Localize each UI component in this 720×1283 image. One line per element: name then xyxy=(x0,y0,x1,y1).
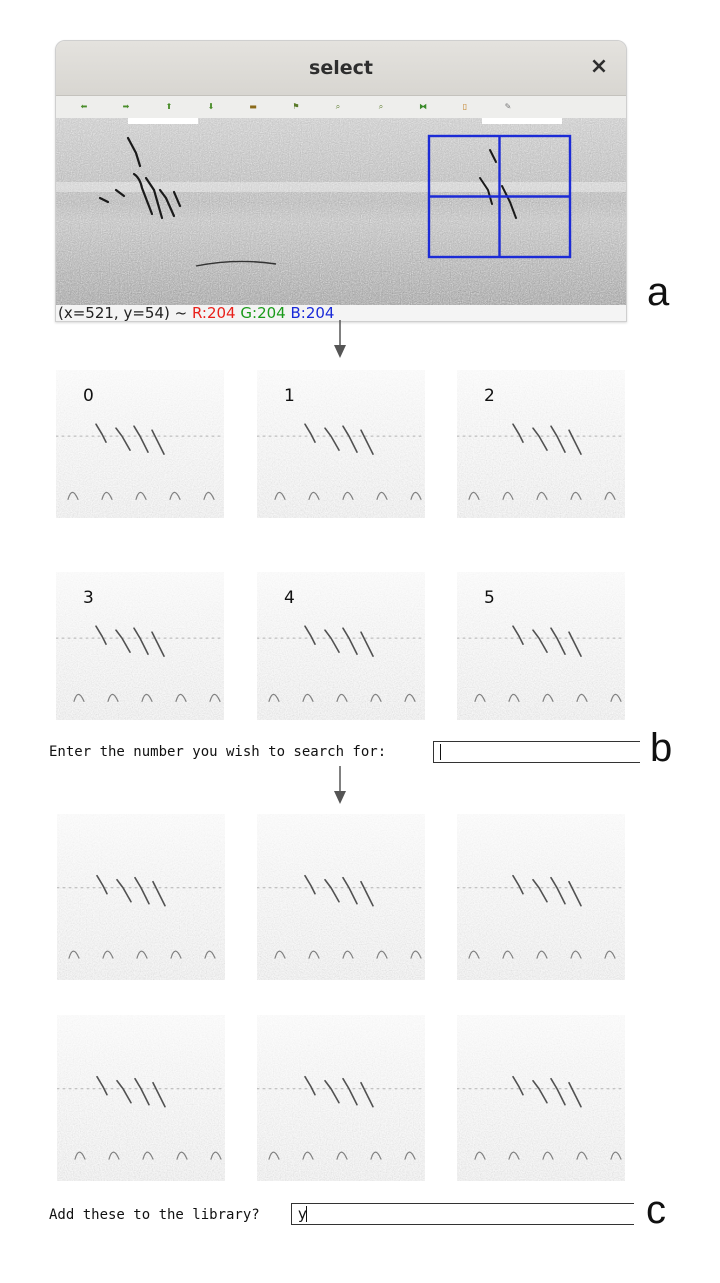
window-titlebar[interactable]: select × xyxy=(56,41,626,96)
library-answer-input[interactable]: y xyxy=(291,1203,634,1225)
result-thumb xyxy=(457,814,625,980)
window-title: select xyxy=(309,57,373,79)
spectrogram-thumbnail xyxy=(257,1015,425,1181)
result-thumb xyxy=(57,1015,225,1181)
spectrogram-thumbnail xyxy=(457,1015,625,1181)
save-icon[interactable]: ▬ xyxy=(249,102,257,111)
candidate-number: 4 xyxy=(284,588,295,608)
candidate-thumb: 4 xyxy=(257,572,425,720)
fit-icon[interactable]: ⧓ xyxy=(419,102,427,111)
arrow-down xyxy=(334,766,346,804)
spectrogram-thumbnail xyxy=(457,572,625,720)
candidate-number: 1 xyxy=(284,386,295,406)
zoom-out-icon[interactable]: ⌕ xyxy=(378,102,384,111)
spectrogram-thumbnail xyxy=(257,572,425,720)
panel-label-c: c xyxy=(646,1188,666,1232)
result-thumb xyxy=(257,814,425,980)
status-red: R:204 xyxy=(191,305,236,321)
candidate-thumb: 2 xyxy=(457,370,625,518)
pen-icon[interactable]: ✎ xyxy=(504,102,512,111)
spectrogram-thumbnail xyxy=(257,370,425,518)
arrow-up-icon[interactable]: ⬆ xyxy=(165,102,173,111)
spectrogram-thumbnail xyxy=(56,572,224,720)
status-green: G:204 xyxy=(240,305,286,321)
panel-label-b: b xyxy=(650,726,673,770)
arrow-down-icon[interactable]: ⬇ xyxy=(207,102,215,111)
candidate-number: 0 xyxy=(83,386,94,406)
result-thumb xyxy=(57,814,225,980)
result-thumb xyxy=(457,1015,625,1181)
result-thumb xyxy=(257,1015,425,1181)
candidate-thumb: 5 xyxy=(457,572,625,720)
status-blue: B:204 xyxy=(290,305,335,321)
status-bar: (x=521, y=54) ~ R:204 G:204 B:204 xyxy=(56,305,626,321)
selection-grid xyxy=(427,134,572,259)
select-window: select × ⬅ ➡ ⬆ ⬇ ▬ ⚑ ⌕ ⌕ ⧓ ▯ ✎ xyxy=(55,40,627,322)
search-prompt: Enter the number you wish to search for: xyxy=(49,744,387,760)
library-prompt: Add these to the library? xyxy=(49,1207,260,1223)
spectrogram-thumbnail xyxy=(257,814,425,980)
candidate-number: 5 xyxy=(484,588,495,608)
panel-label-a: a xyxy=(647,270,670,314)
toolbar: ⬅ ➡ ⬆ ⬇ ▬ ⚑ ⌕ ⌕ ⧓ ▯ ✎ xyxy=(56,96,626,118)
candidate-thumb: 0 xyxy=(56,370,224,518)
zoom-in-icon[interactable]: ⌕ xyxy=(335,102,341,111)
arrow-right-icon[interactable]: ➡ xyxy=(122,102,130,111)
flag-icon[interactable]: ⚑ xyxy=(292,102,300,111)
spectrogram-thumbnail xyxy=(457,370,625,518)
text-cursor xyxy=(306,1206,307,1222)
spectrogram-thumbnail xyxy=(56,370,224,518)
candidate-number: 2 xyxy=(484,386,495,406)
candidate-thumb: 1 xyxy=(257,370,425,518)
page-icon[interactable]: ▯ xyxy=(462,102,468,111)
spectrogram-image xyxy=(56,118,626,305)
arrow-left-icon[interactable]: ⬅ xyxy=(80,102,88,111)
text-cursor xyxy=(440,744,441,760)
candidate-thumb: 3 xyxy=(56,572,224,720)
arrow-down xyxy=(334,320,346,358)
search-number-input[interactable] xyxy=(433,741,640,763)
spectrogram-canvas[interactable] xyxy=(56,118,626,305)
spectrogram-thumbnail xyxy=(457,814,625,980)
status-coords: (x=521, y=54) ~ xyxy=(58,305,192,321)
spectrogram-thumbnail xyxy=(57,814,225,980)
spectrogram-thumbnail xyxy=(57,1015,225,1181)
candidate-number: 3 xyxy=(83,588,94,608)
close-button[interactable]: × xyxy=(589,54,609,79)
